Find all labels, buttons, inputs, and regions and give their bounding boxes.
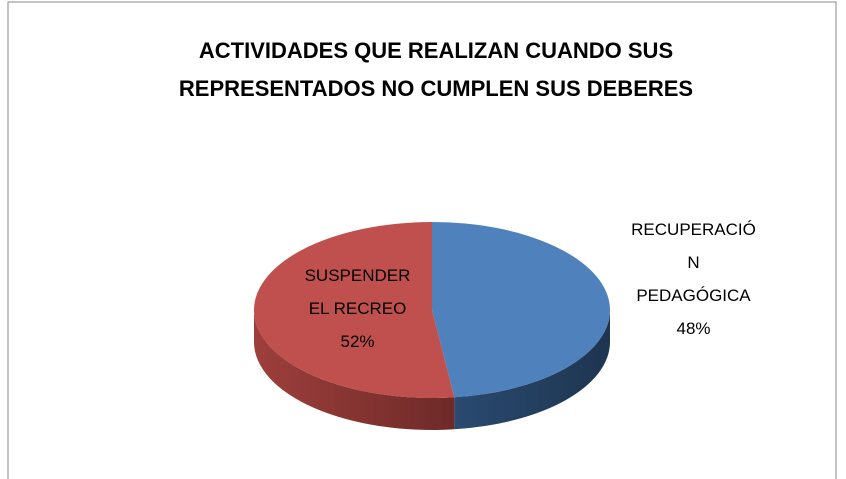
category-label: RECUPERACIÓN PEDAGÓGICA (631, 220, 756, 305)
slice (432, 222, 611, 398)
chart-border (7, 1, 837, 479)
pie (254, 222, 611, 430)
slice-side (254, 310, 455, 430)
slice-side (454, 310, 610, 430)
chart-title: REPRESENTADOS NO CUMPLEN SUS DEBERES (179, 76, 693, 101)
slice-label: RECUPERACIÓN PEDAGÓGICA 48% (631, 213, 756, 345)
slice-label: SUSPENDER EL RECREO 52% (295, 259, 420, 358)
chart-title: ACTIVIDADES QUE REALIZAN CUANDO SUS (199, 38, 673, 63)
value-label: 48% (676, 319, 711, 338)
category-label: SUSPENDER EL RECREO (304, 266, 411, 318)
slice (254, 222, 455, 398)
value-label: 52% (340, 332, 375, 351)
